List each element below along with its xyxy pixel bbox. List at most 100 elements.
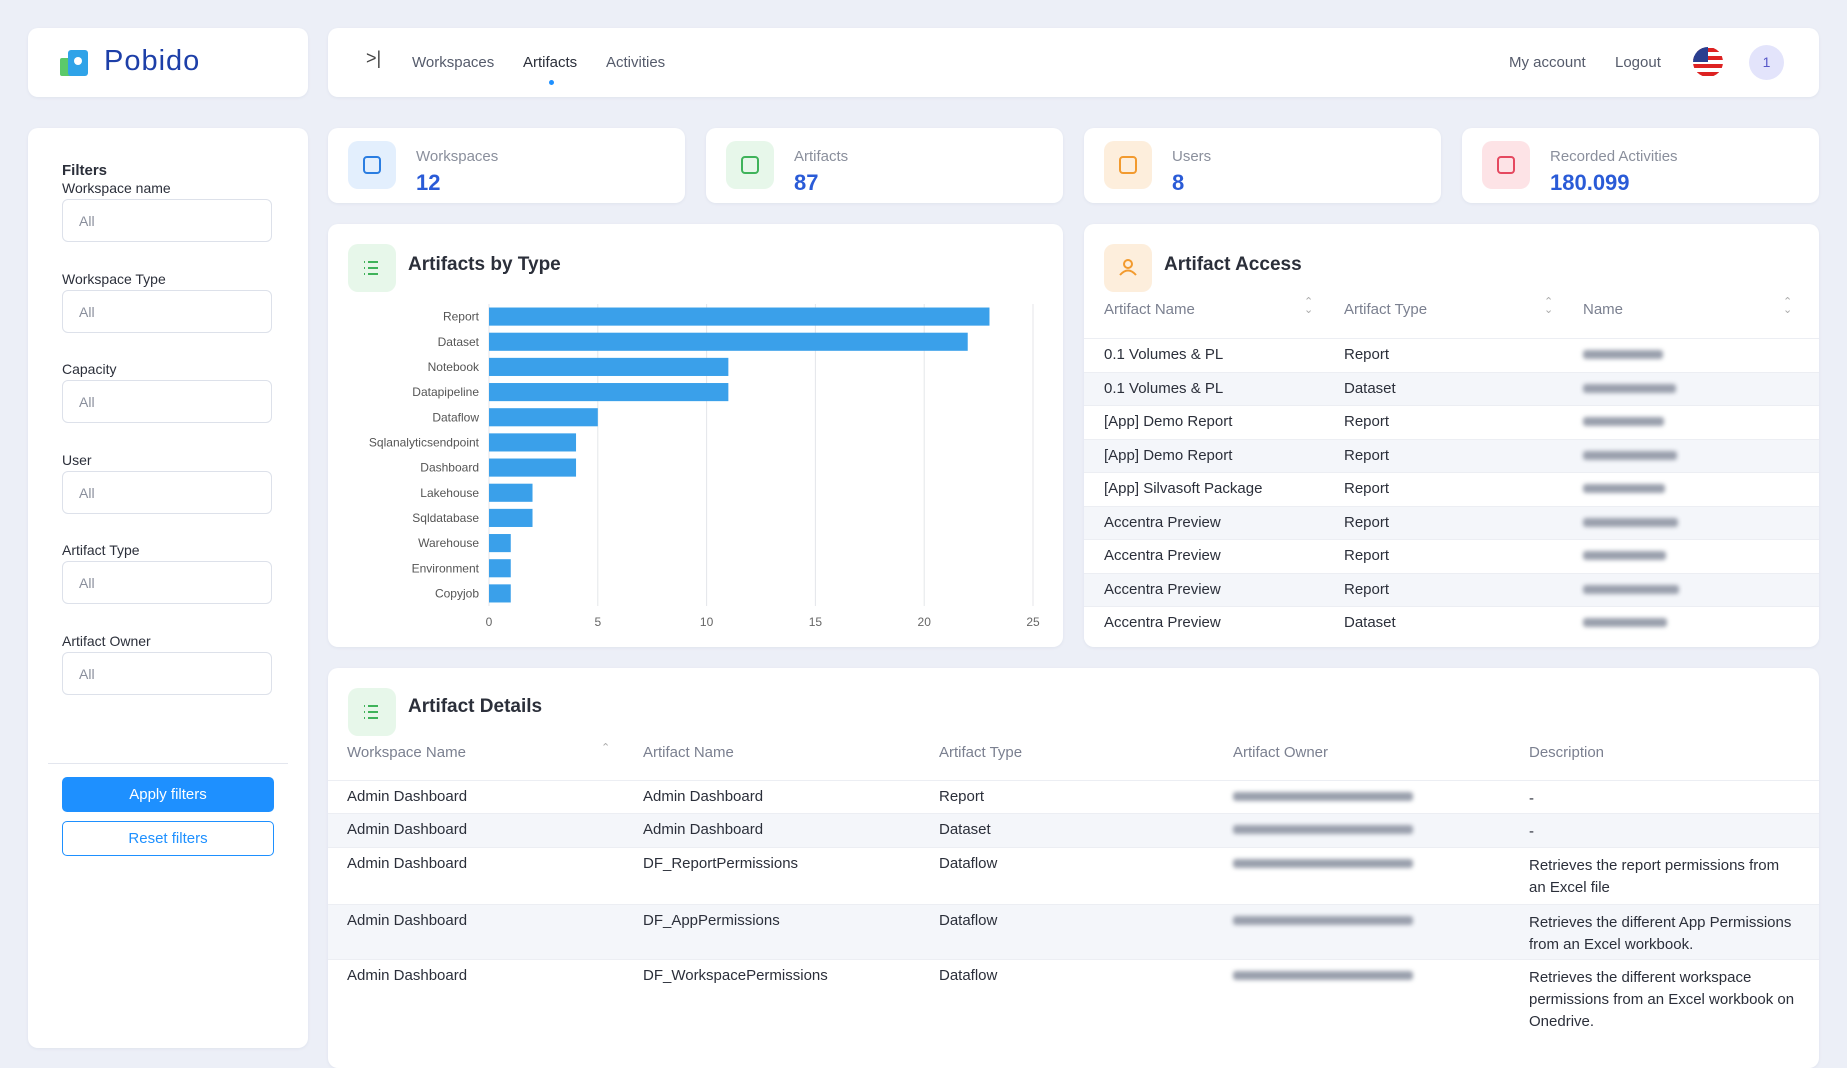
blurred-name (1583, 618, 1667, 627)
column-header[interactable]: Artifact Type (939, 744, 1023, 761)
y-tick-label: Dashboard (420, 461, 479, 475)
filter-input[interactable]: All (62, 651, 272, 695)
stat-value: 8 (1172, 170, 1185, 195)
sort-icon[interactable]: ⌃ (601, 742, 611, 754)
column-header[interactable]: Artifact Name (1104, 301, 1195, 318)
table-row[interactable] (1084, 371, 1819, 406)
cell: DF_AppPermissions (643, 912, 780, 929)
column-header[interactable]: Artifact Owner (1233, 744, 1329, 761)
filter-input[interactable]: All (62, 289, 272, 333)
cell: Accentra Preview (1104, 547, 1221, 564)
y-tick-label: Environment (412, 561, 480, 575)
bar (489, 332, 968, 351)
cell: Accentra Preview (1104, 513, 1221, 531)
table-row[interactable] (1084, 539, 1819, 573)
cell: Admin Dashboard (643, 788, 764, 805)
access-icon (1104, 244, 1152, 292)
language-flag[interactable] (1692, 46, 1724, 78)
avatar[interactable]: 1 (1749, 45, 1784, 80)
access-title: Artifact Access (1164, 254, 1302, 275)
blurred-name (1583, 417, 1664, 426)
table-row[interactable] (328, 904, 1819, 960)
cell: 0.1 Volumes & PL (1104, 379, 1224, 397)
stat-card: Recorded Activities 180.099 (1462, 128, 1819, 203)
account-link[interactable]: My account (1509, 54, 1586, 71)
page: Pobido >| Workspaces Artifacts Activitie… (28, 28, 1819, 1068)
stat-label: Recorded Activities (1550, 148, 1678, 165)
bar (489, 408, 598, 427)
table-row[interactable] (1084, 338, 1819, 372)
filter-input[interactable]: All (62, 470, 272, 514)
artifact-details-card: Artifact Details Workspace Name Artifact … (328, 668, 1819, 1068)
table-row[interactable] (328, 847, 1819, 905)
bar (489, 458, 577, 477)
cell: Admin Dashboard (347, 967, 468, 984)
table-row[interactable] (328, 780, 1819, 814)
bar (489, 559, 511, 578)
table-row[interactable] (1084, 606, 1819, 640)
nav-link[interactable]: Workspaces (412, 54, 495, 71)
filter-label: User (62, 451, 92, 468)
reset-button[interactable]: Reset filters (62, 821, 274, 856)
table-row[interactable] (1084, 505, 1819, 540)
column-header[interactable]: Artifact Type (1344, 301, 1428, 318)
cell: Dataflow (939, 855, 998, 872)
cell: Dataflow (939, 967, 998, 984)
blurred-name (1583, 584, 1679, 594)
cell: Dataset (1344, 614, 1396, 631)
chart-title: Artifacts by Type (408, 254, 561, 275)
table-row[interactable] (1084, 438, 1819, 473)
table-row[interactable] (1084, 572, 1819, 607)
cell: DF_WorkspacePermissions (643, 967, 828, 984)
stat-icon (348, 141, 396, 189)
sort-icon[interactable]: ⌃ ⌄ (1304, 296, 1314, 316)
x-tick-label: 0 (486, 615, 493, 629)
stat-label: Users (1172, 148, 1212, 165)
sidebar-toggle[interactable]: >| (366, 48, 382, 68)
x-tick-label: 25 (1026, 615, 1040, 629)
chart-icon (348, 244, 396, 292)
column-header[interactable]: Workspace Name (347, 744, 466, 761)
table-row[interactable] (1084, 472, 1819, 506)
bar (489, 307, 990, 326)
apply-button[interactable]: Apply filters (62, 777, 274, 812)
column-header[interactable]: Description (1529, 744, 1605, 761)
stat-label: Workspaces (416, 148, 499, 165)
sort-icon[interactable]: ⌃ ⌄ (1544, 296, 1554, 316)
cell: Dataflow (939, 912, 998, 929)
nav-link-active[interactable]: Artifacts (523, 54, 578, 71)
cell: Admin Dashboard (643, 821, 764, 838)
cell: Retrieves the different App Permissions … (1529, 914, 1792, 953)
sort-icon[interactable]: ⌃ ⌄ (1783, 296, 1793, 316)
cell: Report (1344, 580, 1390, 598)
blurred-owner (1233, 971, 1413, 980)
x-tick-label: 20 (918, 615, 932, 629)
table-row[interactable] (1084, 405, 1819, 439)
column-header[interactable]: Artifact Name (643, 744, 734, 761)
filter-input[interactable]: All (62, 380, 272, 423)
logout-link[interactable]: Logout (1615, 54, 1661, 71)
logo-text[interactable]: Pobido (104, 45, 201, 77)
filter-label: Workspace Type (62, 270, 166, 287)
table-row[interactable] (328, 813, 1819, 848)
cell: Accentra Preview (1104, 580, 1221, 598)
stat-card: Workspaces 12 (328, 128, 685, 203)
cell: [App] Demo Report (1104, 413, 1233, 430)
column-header[interactable]: Name (1583, 301, 1624, 318)
blurred-name (1583, 350, 1663, 359)
stat-value: 87 (794, 170, 819, 195)
cell: Report (939, 788, 985, 805)
active-dot (549, 80, 554, 85)
bar-chart: 0 5 10 15 20 25 Report Dataset Notebook Datapipel… (369, 304, 1040, 629)
filter-input[interactable]: All (62, 199, 272, 242)
blurred-name (1583, 450, 1677, 460)
cell: Admin Dashboard (347, 855, 468, 872)
filter-input[interactable]: All (62, 561, 272, 604)
bar (489, 433, 577, 452)
x-tick-label: 5 (594, 615, 601, 629)
nav-link[interactable]: Activities (606, 54, 666, 71)
blurred-owner (1233, 792, 1413, 801)
filters-title: Filters (62, 162, 108, 179)
filter-label: Workspace name (62, 180, 171, 196)
cell: - (1529, 790, 1534, 807)
